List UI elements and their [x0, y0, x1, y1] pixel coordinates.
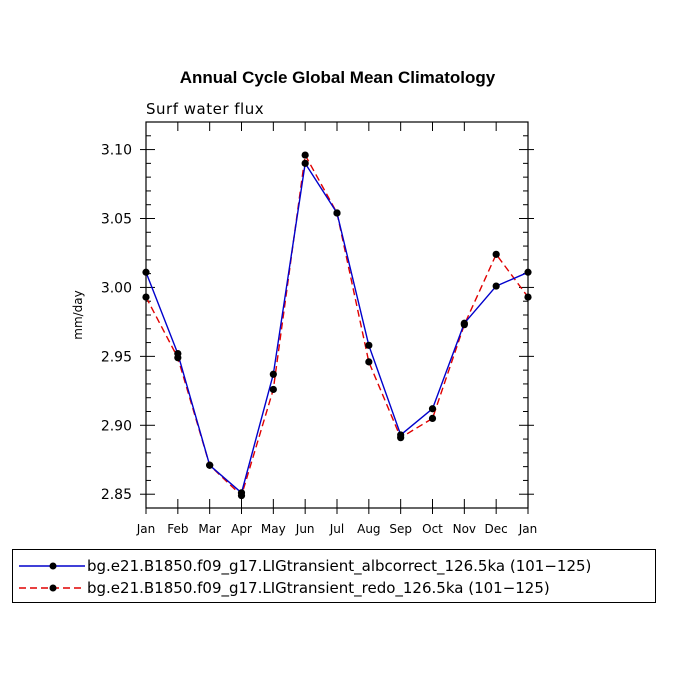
x-tick-label: Apr [231, 522, 252, 536]
x-tick-label: Aug [357, 522, 380, 536]
line-chart: 2.85 2.90 2.95 3.00 3.05 3.10 Jan Feb Mar Apr May J… [71, 121, 537, 536]
series-0-point [365, 341, 373, 349]
y-tick-label: 2.95 [101, 349, 132, 365]
series-1-point [365, 358, 373, 366]
series-0-point [524, 268, 532, 276]
series-0-point [397, 431, 405, 439]
legend-label-0: bg.e21.B1850.f09_g17.LIGtransient_albcor… [87, 557, 592, 575]
legend-marker-1 [49, 584, 57, 592]
y-tick-label: 3.10 [101, 143, 132, 159]
legend: bg.e21.B1850.f09_g17.LIGtransient_albcor… [12, 549, 656, 603]
x-tick-label: Dec [485, 522, 508, 536]
legend-entry-1: bg.e21.B1850.f09_g17.LIGtransient_redo_1… [13, 578, 655, 600]
x-tick-label: May [261, 522, 286, 536]
axes-layer [140, 121, 534, 514]
x-tick-label: Mar [198, 522, 221, 536]
series-0-point [460, 319, 468, 327]
series-1-point [301, 151, 309, 159]
series-0-point [428, 405, 437, 413]
chart-subtitle: Surf water flux [146, 100, 265, 118]
series-0-point [492, 282, 500, 290]
legend-marker-0 [49, 562, 57, 570]
x-tick-label: Jun [295, 522, 315, 536]
legend-swatch-0 [19, 562, 85, 570]
series-0-point [269, 370, 277, 378]
series-0-point [301, 159, 309, 167]
y-axis-label: mm/day [71, 290, 85, 340]
legend-entry-0: bg.e21.B1850.f09_g17.LIGtransient_albcor… [13, 556, 655, 578]
series-1-point [428, 414, 437, 422]
legend-swatch-1 [19, 584, 85, 592]
series-0-point [237, 489, 246, 497]
series-1-point [524, 293, 532, 301]
x-tick-label: Oct [422, 522, 443, 536]
legend-label-1: bg.e21.B1850.f09_g17.LIGtransient_redo_1… [87, 579, 550, 597]
series-0-point [333, 209, 341, 217]
series-1-point [492, 250, 500, 258]
series-0-point [174, 350, 182, 358]
x-tick-label: Jan [136, 522, 156, 536]
series-layer [142, 151, 532, 500]
x-tick-label: Feb [167, 522, 188, 536]
chart-title: Annual Cycle Global Mean Climatology [179, 68, 496, 87]
series-0-point [206, 461, 214, 469]
series-1-point [269, 385, 277, 394]
y-tick-label: 2.90 [101, 418, 132, 434]
y-tick-label: 2.85 [101, 487, 132, 503]
x-tick-label: Sep [389, 522, 412, 536]
x-tick-label: Jan [518, 522, 538, 536]
labels-layer: 2.85 2.90 2.95 3.00 3.05 3.10 Jan Feb Mar Apr May J… [71, 143, 537, 536]
series-1-point [142, 293, 150, 301]
x-tick-label: Jul [329, 522, 344, 536]
x-tick-label: Nov [453, 522, 476, 536]
y-tick-label: 3.05 [101, 212, 132, 228]
series-0-point [142, 268, 150, 276]
y-tick-label: 3.00 [101, 280, 132, 296]
